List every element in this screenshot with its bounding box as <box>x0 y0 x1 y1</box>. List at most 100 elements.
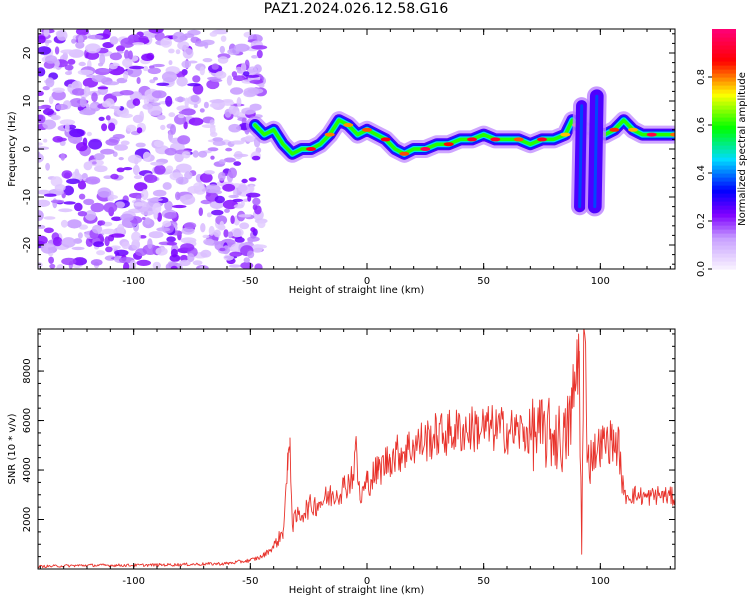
noise-blob <box>55 103 68 111</box>
noise-blob <box>174 152 184 163</box>
noise-blob <box>222 245 230 255</box>
colorbar-segment <box>712 193 736 198</box>
noise-blob <box>77 180 87 190</box>
ridge-peak <box>324 132 335 137</box>
noise-blob <box>238 214 252 218</box>
noise-blob <box>248 177 257 182</box>
colorbar-segment <box>712 53 736 58</box>
noise-blob <box>84 210 97 221</box>
noise-blob <box>199 66 205 76</box>
noise-blob <box>175 163 192 173</box>
noise-blob <box>193 104 198 108</box>
noise-blob <box>223 229 229 238</box>
bottom-y-tick-label: 2000 <box>22 507 33 532</box>
noise-blob <box>241 107 256 115</box>
noise-blob <box>256 49 263 59</box>
noise-blob <box>71 246 85 251</box>
colorbar-segment <box>712 265 736 270</box>
noise-blob <box>170 265 178 269</box>
noise-blob <box>42 108 55 116</box>
colorbar-tick-label: 0.6 <box>696 117 707 133</box>
colorbar-segment <box>712 109 736 114</box>
colorbar-tick-label: 0.0 <box>696 261 707 277</box>
noise-blob <box>74 202 83 212</box>
noise-blob <box>63 185 74 196</box>
colorbar-label: Normalized spectral amplitude <box>737 72 748 226</box>
noise-blob <box>206 212 212 218</box>
noise-blob <box>142 103 153 110</box>
colorbar-segment <box>712 117 736 122</box>
noise-blob <box>109 52 122 61</box>
noise-blob <box>44 193 57 197</box>
noise-blob <box>168 48 175 54</box>
top-x-tick-label: 100 <box>591 276 610 287</box>
colorbar-segment <box>712 81 736 86</box>
colorbar-segment <box>712 89 736 94</box>
noise-blob <box>219 45 225 54</box>
noise-blob <box>49 263 56 269</box>
noise-blob <box>43 29 50 37</box>
noise-blob <box>142 151 151 162</box>
ridge-peak <box>467 137 477 142</box>
noise-blob <box>176 76 188 87</box>
noise-blob <box>115 201 125 209</box>
noise-blob <box>214 195 225 204</box>
noise-blob <box>251 55 258 59</box>
noise-blob <box>78 193 86 200</box>
noise-blob <box>228 105 237 115</box>
noise-blob <box>45 55 58 64</box>
noise-blob <box>119 90 134 96</box>
noise-blob <box>38 210 44 221</box>
noise-blob <box>114 249 129 256</box>
colorbar-segment <box>712 257 736 262</box>
noise-blob <box>170 124 176 135</box>
noise-blob <box>129 65 145 70</box>
noise-blob <box>77 211 88 217</box>
noise-blob <box>243 71 250 77</box>
noise-blob <box>122 58 133 68</box>
colorbar-segment <box>712 189 736 194</box>
noise-blob <box>150 161 165 166</box>
noise-blob <box>60 49 76 54</box>
ridge-peak <box>443 142 454 147</box>
colorbar-tick-label: 0.4 <box>696 165 707 181</box>
noise-blob <box>209 31 218 37</box>
noise-blob <box>50 199 65 204</box>
noise-blob <box>101 228 117 235</box>
noise-blob <box>199 108 205 113</box>
noise-blob <box>83 198 95 206</box>
noise-blob <box>43 227 54 234</box>
noise-blob <box>246 192 261 198</box>
ridge-peak <box>609 127 620 132</box>
noise-blob <box>56 30 68 41</box>
colorbar-segment <box>712 137 736 142</box>
noise-blob <box>219 247 226 252</box>
noise-blob <box>45 162 50 171</box>
noise-blob <box>75 29 90 36</box>
noise-blob <box>110 245 121 250</box>
noise-blob <box>105 115 111 121</box>
noise-blob <box>144 217 151 225</box>
noise-blob <box>250 227 256 233</box>
noise-blob <box>103 29 111 39</box>
noise-blob <box>104 236 110 247</box>
noise-blob <box>123 262 130 269</box>
noise-blob <box>132 42 145 46</box>
noise-blob <box>228 123 242 133</box>
noise-blob <box>38 262 43 268</box>
noise-blob <box>209 99 225 104</box>
colorbar-segment <box>712 149 736 154</box>
noise-blob <box>141 53 154 62</box>
colorbar-segment <box>712 45 736 50</box>
noise-blob <box>188 117 204 126</box>
noise-blob <box>165 165 174 173</box>
noise-blob <box>213 229 221 238</box>
noise-blob <box>154 164 166 175</box>
noise-blob <box>152 63 165 68</box>
noise-blob <box>241 178 248 184</box>
noise-blob <box>120 213 134 222</box>
snr-line <box>38 329 675 569</box>
noise-blob <box>217 171 226 181</box>
top-y-tick-label: 20 <box>22 47 33 60</box>
noise-blob <box>187 253 195 263</box>
